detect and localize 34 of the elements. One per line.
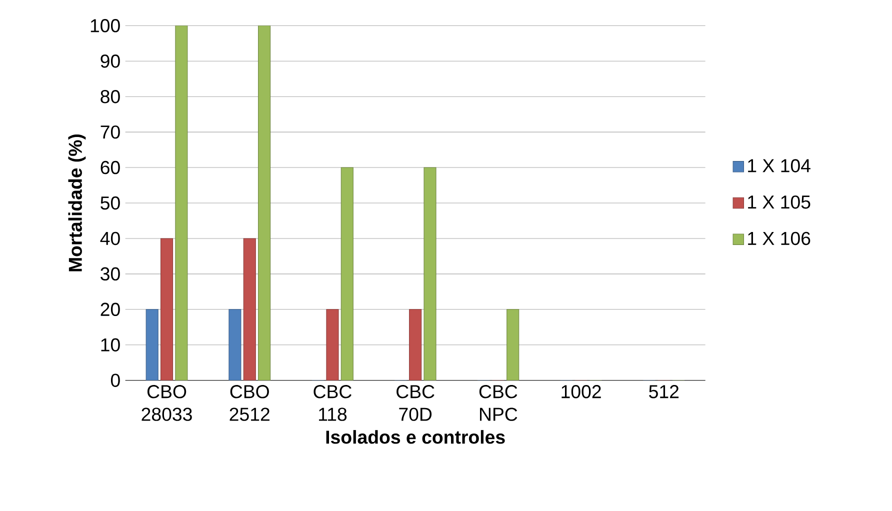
x-tick-label: 512 [649, 385, 679, 398]
x-tick-label: CBC 118 [314, 385, 352, 421]
y-tick-label: 20 [100, 302, 120, 316]
y-tick-label: 100 [90, 19, 120, 32]
x-tick-label: 1002 [562, 385, 601, 398]
y-tick-label: 40 [100, 232, 120, 246]
bar [243, 238, 256, 380]
x-tick-label: CBO 2512 [230, 385, 270, 421]
y-tick-label: 50 [100, 196, 120, 210]
y-tick-label: 90 [100, 54, 120, 68]
legend-label: 1 X 104 [748, 159, 810, 172]
bar [160, 238, 174, 380]
y-tick-label: 30 [100, 267, 120, 281]
bar [424, 167, 436, 380]
bar [258, 26, 271, 380]
bar [175, 26, 188, 380]
x-axis-title: Isolados e controles [326, 430, 505, 444]
legend-label: 1 X 105 [748, 195, 810, 209]
y-tick-label: 80 [100, 90, 120, 104]
y-tick-label: 60 [100, 160, 120, 174]
bar [340, 167, 354, 380]
bar [228, 309, 242, 380]
bar [506, 309, 520, 380]
bar [409, 309, 422, 380]
y-axis-title: Mortalidade (%) [68, 134, 86, 272]
bar [326, 309, 339, 380]
x-tick-label: CBC NPC [479, 385, 518, 421]
y-tick-label: 0 [110, 374, 120, 387]
y-tick-label: 70 [100, 125, 120, 139]
x-tick-label: CBC 70D [396, 385, 434, 421]
bar [146, 309, 158, 380]
y-tick-label: 10 [101, 338, 120, 352]
legend-label: 1 X 106 [748, 232, 810, 246]
x-tick-label: CBO 28033 [142, 385, 192, 421]
